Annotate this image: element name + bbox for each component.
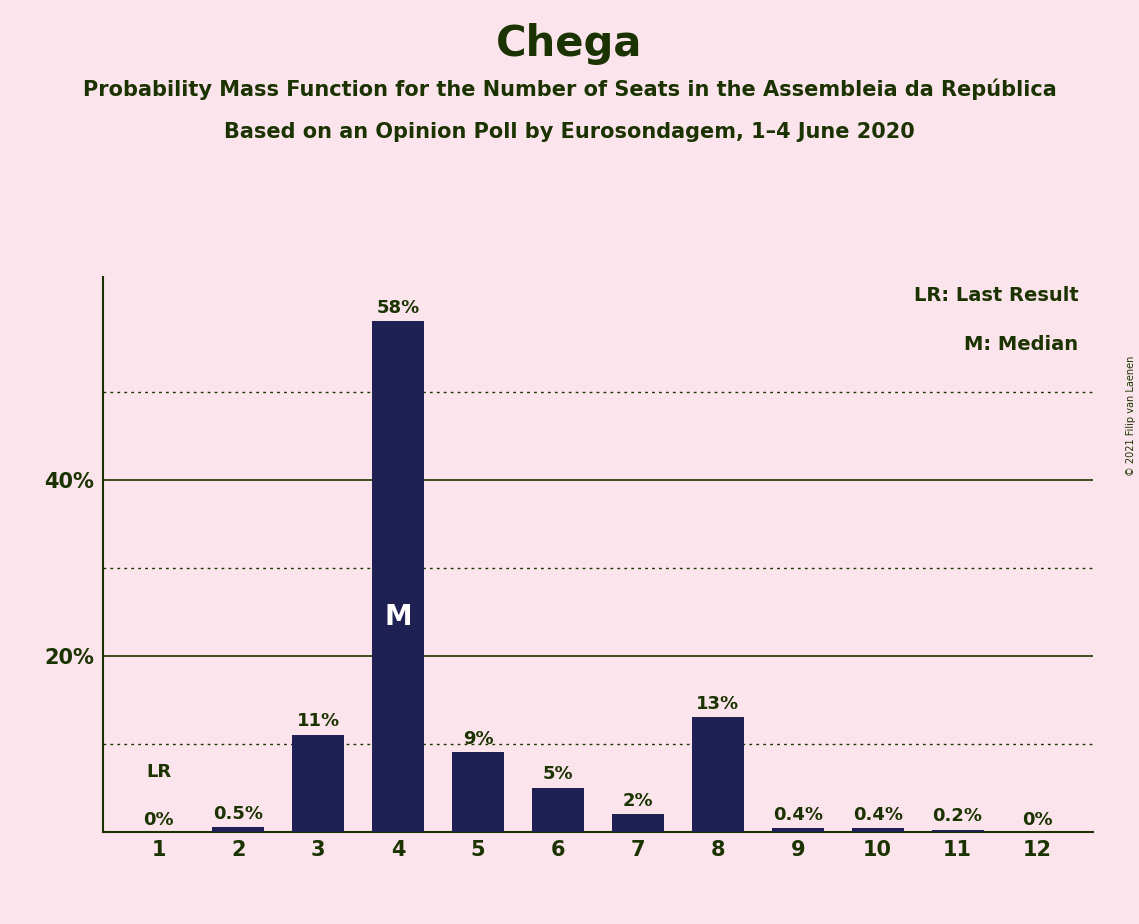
Text: 58%: 58% [377,298,420,317]
Bar [293,735,344,832]
Bar [691,717,744,832]
Bar [932,830,984,832]
Text: Chega: Chega [497,23,642,65]
Text: Probability Mass Function for the Number of Seats in the Assembleia da República: Probability Mass Function for the Number… [83,79,1056,100]
Text: 0.2%: 0.2% [933,808,983,825]
Bar [212,827,264,832]
Text: M: Median: M: Median [965,335,1079,355]
Text: 0%: 0% [144,811,174,829]
Text: 2%: 2% [623,792,654,809]
Text: 0.4%: 0.4% [853,806,903,823]
Text: 0.4%: 0.4% [772,806,822,823]
Bar [852,828,903,832]
Bar [532,787,584,832]
Bar [452,752,505,832]
Text: Based on an Opinion Poll by Eurosondagem, 1–4 June 2020: Based on an Opinion Poll by Eurosondagem… [224,122,915,142]
Text: 11%: 11% [297,712,339,730]
Bar [772,828,823,832]
Text: © 2021 Filip van Laenen: © 2021 Filip van Laenen [1125,356,1136,476]
Text: 0.5%: 0.5% [213,805,263,822]
Bar [372,322,424,832]
Text: 13%: 13% [696,695,739,712]
Text: 0%: 0% [1022,811,1052,829]
Bar [612,814,664,832]
Text: LR: Last Result: LR: Last Result [913,286,1079,305]
Text: 9%: 9% [462,730,493,748]
Text: M: M [384,603,412,631]
Text: LR: LR [146,763,171,781]
Text: 5%: 5% [542,765,573,784]
